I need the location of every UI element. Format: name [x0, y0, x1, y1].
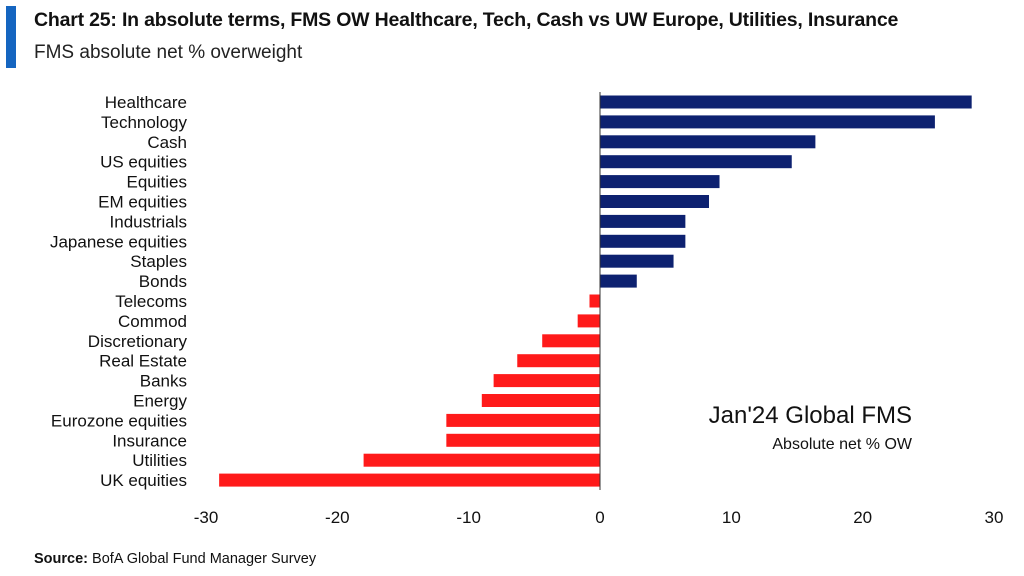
- bar-insurance: [446, 433, 600, 447]
- category-label: Commod: [118, 312, 187, 331]
- bar-telecoms: [589, 294, 600, 308]
- bar-discretionary: [542, 334, 600, 348]
- x-tick-label: 0: [595, 508, 604, 527]
- category-label: US equities: [100, 153, 187, 172]
- bar-cash: [600, 135, 816, 149]
- bar-energy: [481, 394, 600, 407]
- source-text: BofA Global Fund Manager Survey: [92, 551, 317, 567]
- category-label: EM equities: [98, 193, 187, 212]
- category-label: Banks: [140, 372, 187, 391]
- bar-real-estate: [517, 354, 600, 368]
- chart-subtitle: FMS absolute net % overweight: [34, 42, 303, 63]
- title-accent-bar: [6, 6, 16, 68]
- x-axis-ticks-group: -30 -20 -10 0 10 20 30: [194, 508, 1004, 527]
- bar-technology: [600, 115, 935, 129]
- annotation-subtitle: Absolute net % OW: [772, 436, 913, 453]
- category-label: Equities: [127, 173, 187, 192]
- category-label: Healthcare: [105, 93, 187, 112]
- x-tick-label: 10: [722, 508, 741, 527]
- bar-em-equities: [600, 195, 710, 208]
- category-label: Staples: [130, 252, 187, 271]
- bar-banks: [493, 374, 600, 388]
- category-label: Discretionary: [88, 332, 188, 351]
- category-label: Technology: [101, 113, 188, 132]
- bar-staples: [600, 254, 674, 268]
- bar-industrials: [600, 214, 686, 228]
- x-tick-label: 30: [985, 508, 1004, 527]
- category-label: Eurozone equities: [51, 411, 187, 430]
- bar-eurozone-equities: [446, 413, 600, 427]
- category-label: Bonds: [139, 272, 187, 291]
- bars-group: [219, 95, 972, 487]
- bar-bonds: [600, 274, 637, 288]
- category-label: UK equities: [100, 471, 187, 490]
- category-label: Insurance: [112, 431, 187, 450]
- bar-equities: [600, 175, 720, 189]
- bar-japanese-equities: [600, 234, 686, 248]
- category-label: Japanese equities: [50, 232, 187, 251]
- category-label: Cash: [147, 133, 187, 152]
- source-label: Source:: [34, 551, 88, 567]
- category-label: Real Estate: [99, 352, 187, 371]
- bar-utilities: [363, 453, 600, 467]
- x-tick-label: -10: [456, 508, 481, 527]
- category-label: Telecoms: [115, 292, 187, 311]
- source-note: Source: BofA Global Fund Manager Survey: [34, 551, 316, 567]
- annotation-title: Jan'24 Global FMS: [709, 402, 912, 429]
- bar-healthcare: [600, 95, 972, 109]
- bar-commod: [577, 314, 600, 328]
- x-tick-label: -30: [194, 508, 219, 527]
- category-label: Utilities: [132, 451, 187, 470]
- bar-uk-equities: [219, 473, 600, 487]
- bar-us-equities: [600, 155, 792, 169]
- x-tick-label: 20: [853, 508, 872, 527]
- x-tick-label: -20: [325, 508, 350, 527]
- category-label: Industrials: [110, 212, 187, 231]
- chart-title: Chart 25: In absolute terms, FMS OW Heal…: [34, 9, 899, 31]
- category-label: Energy: [133, 392, 187, 411]
